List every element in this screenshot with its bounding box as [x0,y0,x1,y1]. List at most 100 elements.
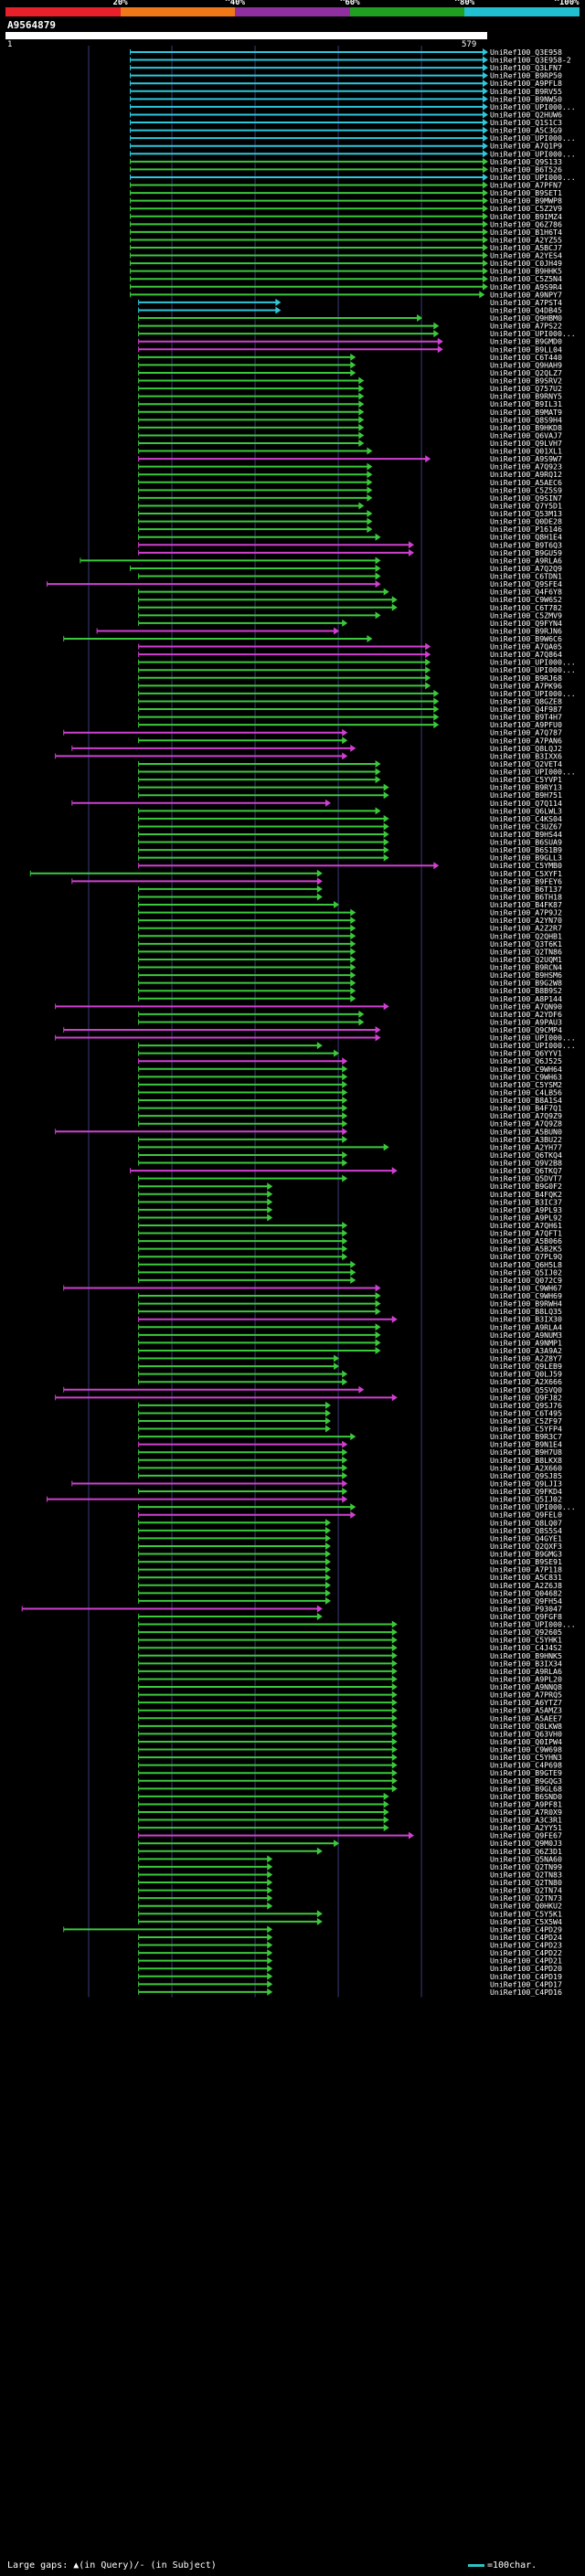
hit-id-label[interactable]: UniRef100_B9H7U8 [490,1447,562,1457]
hit-id-label[interactable]: UniRef100_Q01XL1 [490,447,562,456]
hit-row[interactable]: UniRef100_B9GMD0 [138,337,562,346]
hit-id-label[interactable]: UniRef100_C5Z2V9 [490,204,562,213]
hit-row[interactable]: UniRef100_B9RJ68 [138,673,562,683]
hit-id-label[interactable]: UniRef100_UPI000... [490,173,576,182]
hit-row[interactable]: UniRef100_A7PRQ5 [138,1691,562,1700]
hit-id-label[interactable]: UniRef100_B9IMZ4 [490,212,562,221]
hit-id-label[interactable]: UniRef100_B3IC37 [490,1197,562,1206]
hit-id-label[interactable]: UniRef100_Q04682 [490,1588,562,1597]
hit-row[interactable]: UniRef100_Q2UQM1 [138,955,562,964]
hit-row[interactable]: UniRef100_A2YH77 [138,1142,562,1151]
hit-row[interactable]: UniRef100_A2X666 [138,1377,562,1386]
hit-row[interactable]: UniRef100_B6S1B9 [138,845,562,854]
hit-row[interactable]: UniRef100_B6T137 [138,885,562,894]
hit-id-label[interactable]: UniRef100_B9FEY6 [490,876,562,885]
hit-row[interactable]: UniRef100_Q9FE67 [138,1831,562,1840]
hit-id-label[interactable]: UniRef100_Q6TKQ7 [490,1166,562,1175]
hit-row[interactable]: UniRef100_C9WH69 [138,1291,562,1300]
hit-row[interactable]: UniRef100_UPI000... [138,658,576,667]
hit-id-label[interactable]: UniRef100_Q4F6Y8 [490,588,562,597]
hit-id-label[interactable]: UniRef100_B9HKD8 [490,423,562,432]
hit-row[interactable]: UniRef100_C4PD17 [138,1979,562,1988]
hit-row[interactable]: UniRef100_A9PAU3 [138,1017,562,1026]
hit-row[interactable]: UniRef100_Q9LEB9 [138,1362,562,1371]
hit-row[interactable]: UniRef100_B9HHK5 [130,267,562,276]
hit-id-label[interactable]: UniRef100_A9NPY7 [490,290,562,299]
hit-row[interactable]: UniRef100_A9NUM3 [138,1330,562,1340]
hit-id-label[interactable]: UniRef100_Q9SIN7 [490,493,562,503]
hit-row[interactable]: UniRef100_Q9FYN4 [138,619,562,628]
hit-id-label[interactable]: UniRef100_B9G2W8 [490,979,562,988]
hit-row[interactable]: UniRef100_Q8H1E4 [138,533,562,542]
hit-row[interactable]: UniRef100_B9IL31 [138,399,562,408]
hit-row[interactable]: UniRef100_B9W6C6 [63,634,562,643]
hit-id-label[interactable]: UniRef100_B9GMD0 [490,337,562,346]
hit-id-label[interactable]: UniRef100_Q9S133 [490,157,562,166]
hit-row[interactable]: UniRef100_B9T6Q3 [138,540,562,549]
hit-id-label[interactable]: UniRef100_A9RLA4 [490,1322,562,1331]
hit-row[interactable]: UniRef100_A7QA05 [138,642,562,652]
hit-id-label[interactable]: UniRef100_Q2HUW6 [490,110,562,119]
hit-id-label[interactable]: UniRef100_B9GTE9 [490,1768,562,1777]
hit-row[interactable]: UniRef100_UPI000... [130,102,576,111]
hit-id-label[interactable]: UniRef100_C0JH49 [490,259,562,268]
hit-id-label[interactable]: UniRef100_Q9LVH7 [490,439,562,448]
hit-id-label[interactable]: UniRef100_B4F7Q1 [490,1104,562,1113]
hit-id-label[interactable]: UniRef100_B9SRV2 [490,376,562,386]
hit-row[interactable]: UniRef100_UPI000... [138,768,576,777]
hit-id-label[interactable]: UniRef100_Q5DVT7 [490,1174,562,1183]
hit-row[interactable]: UniRef100_Q6Z786 [130,219,562,228]
hit-id-label[interactable]: UniRef100_C4PD22 [490,1948,562,1957]
hit-row[interactable]: UniRef100_B9RY13 [138,783,562,792]
hit-id-label[interactable]: UniRef100_B1H6T4 [490,228,562,237]
hit-row[interactable]: UniRef100_Q9HAH9 [138,360,562,369]
hit-id-label[interactable]: UniRef100_B9N1E4 [490,1440,562,1449]
hit-id-label[interactable]: UniRef100_C3UZ67 [490,822,562,831]
hit-id-label[interactable]: UniRef100_C4PD16 [490,1988,562,1997]
hit-row[interactable]: UniRef100_C5ZMV9 [138,610,562,620]
hit-row[interactable]: UniRef100_A2Z8Y7 [138,1354,562,1363]
hit-id-label[interactable]: UniRef100_A7PK96 [490,681,562,690]
hit-id-label[interactable]: UniRef100_A9S9R4 [490,282,562,292]
hit-row[interactable]: UniRef100_UPI000... [138,1041,576,1050]
hit-id-label[interactable]: UniRef100_B9RV55 [490,87,562,96]
hit-row[interactable]: UniRef100_C9WH63 [138,1072,562,1081]
hit-id-label[interactable]: UniRef100_Q6VAJ7 [490,430,562,440]
hit-row[interactable]: UniRef100_A5AEE7 [138,1713,562,1723]
hit-row[interactable]: UniRef100_Q9FGF8 [138,1612,562,1621]
hit-row[interactable]: UniRef100_C4P698 [138,1761,562,1770]
hit-row[interactable]: UniRef100_Q757U2 [138,384,562,393]
hit-row[interactable]: UniRef100_A9PL93 [138,1205,562,1214]
hit-id-label[interactable]: UniRef100_Q7Q114 [490,799,562,808]
hit-row[interactable]: UniRef100_UPI000... [130,173,576,182]
hit-id-label[interactable]: UniRef100_UPI000... [490,665,576,674]
hit-id-label[interactable]: UniRef100_A9PL92 [490,1213,562,1222]
hit-id-label[interactable]: UniRef100_B9HHK5 [490,267,562,276]
hit-id-label[interactable]: UniRef100_C9WH69 [490,1291,562,1300]
hit-row[interactable]: UniRef100_A7PST4 [138,298,562,307]
hit-id-label[interactable]: UniRef100_C4LB56 [490,1087,562,1097]
hit-id-label[interactable]: UniRef100_Q2TN99 [490,1862,562,1871]
hit-id-label[interactable]: UniRef100_B9RCN4 [490,963,562,972]
hit-id-label[interactable]: UniRef100_C5Z5N4 [490,274,562,283]
hit-row[interactable]: UniRef100_C5YVP1 [138,775,562,784]
hit-id-label[interactable]: UniRef100_C4P698 [490,1761,562,1770]
hit-row[interactable]: UniRef100_B4F7Q1 [138,1104,562,1113]
hit-id-label[interactable]: UniRef100_Q5IJ02 [490,1495,562,1504]
hit-id-label[interactable]: UniRef100_A5AEC6 [490,478,562,487]
hit-row[interactable]: UniRef100_A7PAN6 [138,736,562,745]
hit-row[interactable]: UniRef100_B3IX34 [138,1659,562,1668]
hit-id-label[interactable]: UniRef100_A2X666 [490,1377,562,1386]
hit-row[interactable]: UniRef100_C4PD21 [138,1956,562,1966]
hit-row[interactable]: UniRef100_B9RP50 [130,71,562,80]
hit-id-label[interactable]: UniRef100_B6S1B9 [490,845,562,854]
hit-row[interactable]: UniRef100_B9HS44 [138,830,562,839]
hit-id-label[interactable]: UniRef100_Q9SJ85 [490,1471,562,1480]
hit-id-label[interactable]: UniRef100_Q6LWL3 [490,806,562,815]
hit-id-label[interactable]: UniRef100_C6T440 [490,353,562,362]
hit-id-label[interactable]: UniRef100_UPI000... [490,658,576,667]
hit-id-label[interactable]: UniRef100_Q2QLZ7 [490,368,562,377]
hit-row[interactable]: UniRef100_Q3LFN7 [130,63,562,72]
hit-id-label[interactable]: UniRef100_B3IX34 [490,1659,562,1668]
hit-row[interactable]: UniRef100_A5AEC6 [138,478,562,487]
